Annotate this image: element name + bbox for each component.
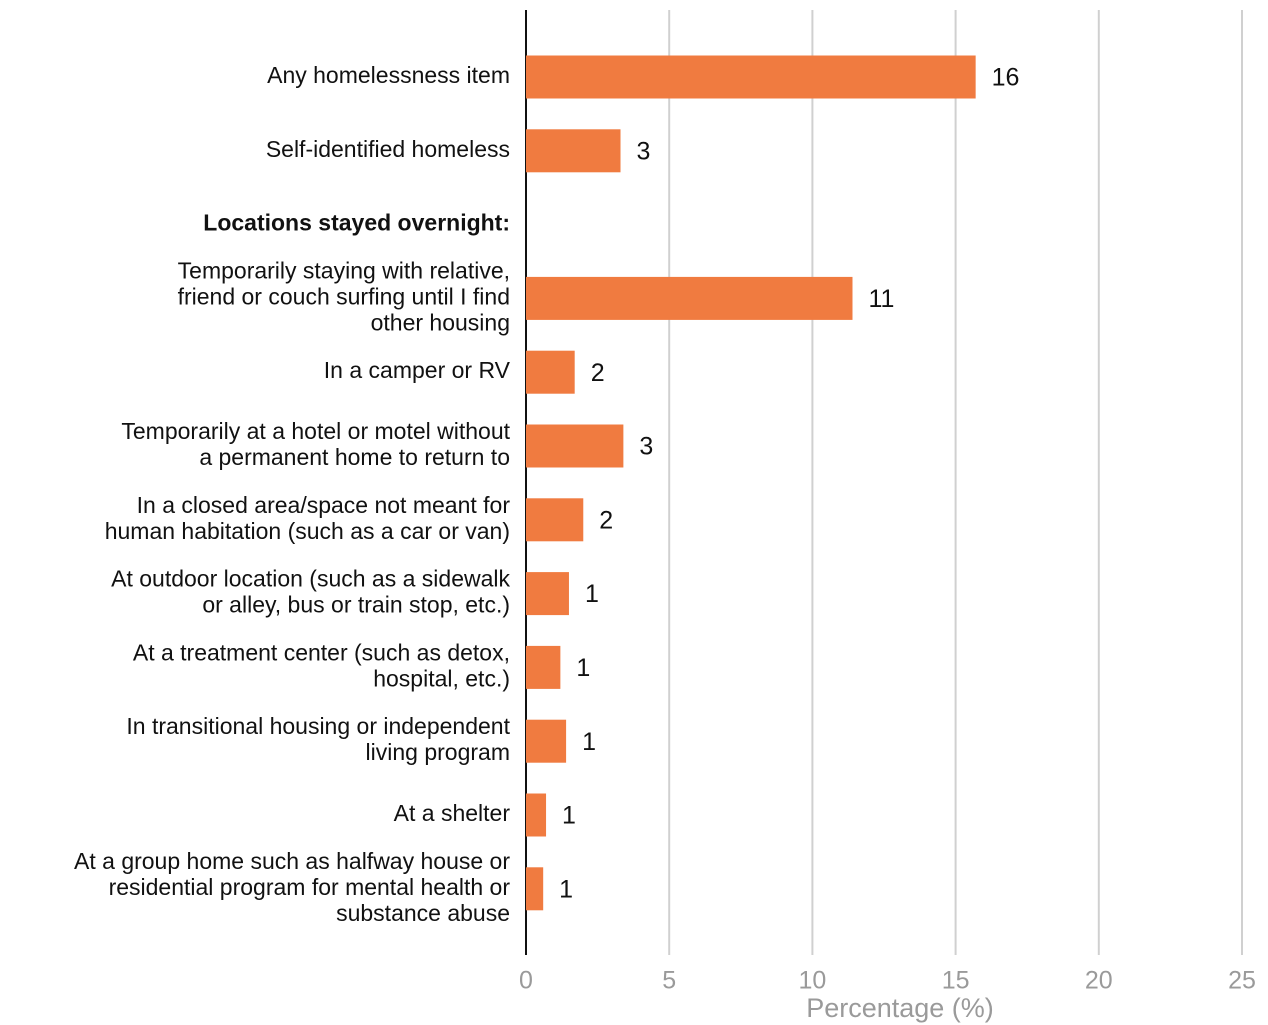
- x-tick-label: 0: [519, 967, 533, 995]
- value-label: 1: [559, 875, 573, 903]
- value-label: 3: [637, 137, 651, 165]
- value-label: 11: [868, 285, 894, 313]
- value-label: 1: [576, 654, 590, 682]
- value-label: 3: [639, 433, 653, 461]
- bar: [526, 867, 544, 911]
- bar: [526, 55, 976, 99]
- y-tick-label: Locations stayed overnight:: [203, 210, 510, 236]
- x-tick-label: 5: [662, 967, 676, 995]
- bar: [526, 719, 567, 763]
- y-tick-label: Any homelessness item: [267, 62, 510, 88]
- label-line: At outdoor location (such as a sidewalk: [111, 566, 510, 592]
- label-line: friend or couch surfing until I find: [178, 283, 510, 309]
- label-line: In a camper or RV: [324, 357, 511, 383]
- label-line: a permanent home to return to: [199, 444, 510, 470]
- label-line: Temporarily staying with relative,: [178, 257, 510, 283]
- label-line: living program: [366, 739, 510, 765]
- label-line: Any homelessness item: [267, 62, 510, 88]
- bar: [526, 276, 853, 320]
- y-tick-label: At a treatment center (such as detox, hos…: [133, 639, 510, 691]
- y-tick-label: In transitional housing or independent li…: [126, 713, 510, 765]
- y-tick-label: At a shelter: [394, 800, 511, 826]
- y-tick-label: At a group home such as halfway house or…: [74, 848, 510, 926]
- label-line: At a treatment center (such as detox,: [133, 639, 510, 665]
- value-label: 1: [582, 728, 596, 756]
- bar: [526, 424, 624, 468]
- y-tick-label: In a camper or RV: [324, 357, 511, 383]
- label-line: Temporarily at a hotel or motel without: [121, 418, 510, 444]
- x-tick-label: 25: [1228, 967, 1256, 995]
- bar: [526, 350, 575, 394]
- label-line: hospital, etc.): [373, 665, 510, 691]
- label-line: substance abuse: [336, 900, 510, 926]
- label-line: Locations stayed overnight:: [203, 210, 510, 236]
- label-line: human habitation (such as a car or van): [105, 518, 510, 544]
- label-line: Self-identified homeless: [266, 136, 510, 162]
- x-tick-label: 15: [942, 967, 970, 995]
- label-line: In transitional housing or independent: [126, 713, 510, 739]
- bar: [526, 498, 584, 542]
- y-tick-label: Self-identified homeless: [266, 136, 510, 162]
- value-label: 2: [591, 359, 605, 387]
- bar: [526, 129, 621, 173]
- bar: [526, 572, 569, 616]
- value-label: 1: [562, 802, 576, 830]
- value-label: 16: [992, 64, 1020, 92]
- x-tick-label: 20: [1085, 967, 1113, 995]
- label-line: residential program for mental health or: [109, 874, 511, 900]
- y-tick-label: Temporarily staying with relative, friend…: [178, 257, 510, 335]
- label-line: At a group home such as halfway house or: [74, 848, 510, 874]
- x-axis-label: Percentage (%): [806, 993, 994, 1023]
- label-line: other housing: [371, 309, 510, 335]
- label-line: In a closed area/space not meant for: [137, 492, 511, 518]
- y-tick-label: Temporarily at a hotel or motel without a…: [121, 418, 510, 470]
- label-line: or alley, bus or train stop, etc.): [202, 592, 510, 618]
- y-tick-label: At outdoor location (such as a sidewalk o…: [111, 566, 510, 618]
- bar: [526, 645, 561, 689]
- label-line: At a shelter: [394, 800, 511, 826]
- x-tick-label: 10: [798, 967, 826, 995]
- value-label: 1: [585, 580, 599, 608]
- value-label: 2: [599, 506, 613, 534]
- y-tick-label: In a closed area/space not meant for huma…: [105, 492, 511, 544]
- bar: [526, 793, 547, 837]
